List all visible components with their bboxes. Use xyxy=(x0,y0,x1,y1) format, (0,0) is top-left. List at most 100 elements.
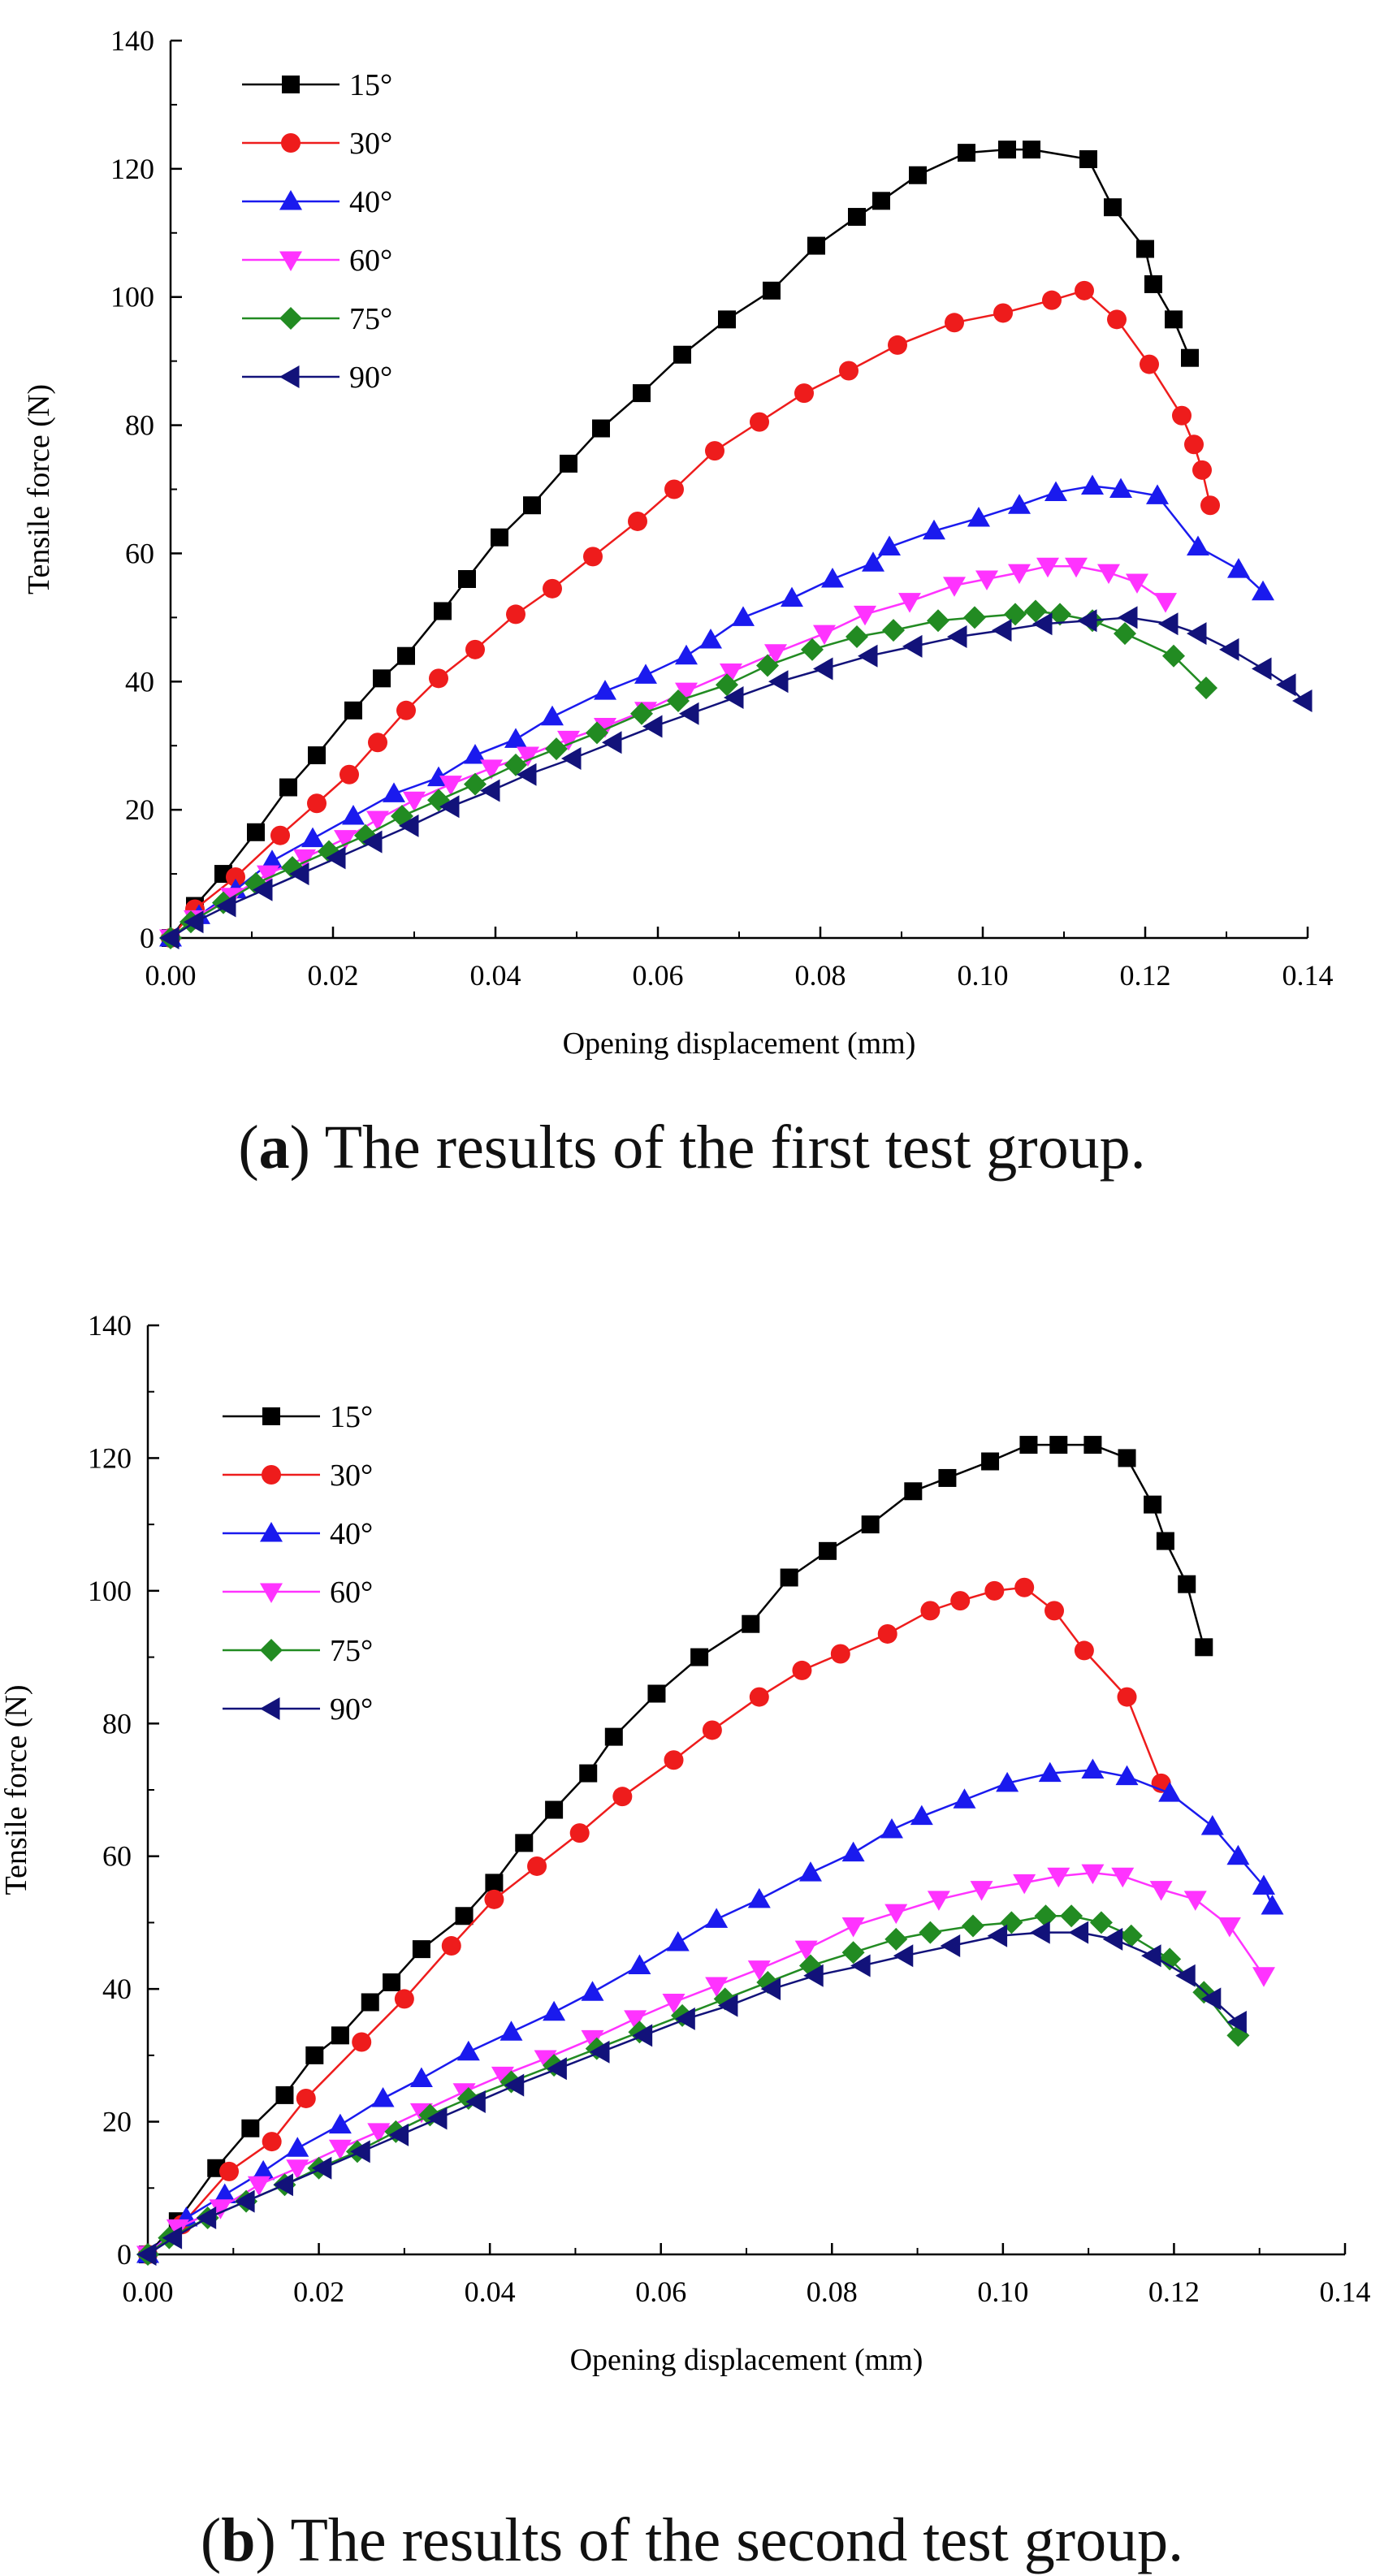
chart-b-data-point xyxy=(1111,1867,1135,1888)
chart-a-legend-label: 75° xyxy=(349,302,392,336)
chart-a-y-tick-label: 100 xyxy=(110,281,154,313)
chart-b-data-point xyxy=(1252,1967,1275,1987)
chart-b-data-point xyxy=(1117,1687,1137,1707)
chart-b-data-point xyxy=(1226,2024,1250,2047)
chart-b-data-point xyxy=(984,1580,1005,1601)
chart-b-data-point xyxy=(1156,1532,1174,1550)
chart-a-data-point xyxy=(667,689,690,712)
chart-b-data-point xyxy=(861,1515,880,1534)
chart-a-data-point xyxy=(794,383,814,404)
chart-a-data-point xyxy=(1036,557,1059,578)
chart-b-y-tick-label: 100 xyxy=(88,1575,132,1607)
chart-b-data-point xyxy=(581,1981,604,2001)
chart-a-data-point xyxy=(768,670,789,694)
chart-a-data-point xyxy=(1184,434,1204,455)
chart-a-data-point xyxy=(1181,348,1199,367)
caption-b-text: The results of the second test group. xyxy=(290,2506,1184,2574)
chart-b-data-point xyxy=(579,1764,598,1783)
chart-b-series-5 xyxy=(136,1921,1247,2266)
chart-b-data-point xyxy=(311,2156,332,2180)
chart-a-y-tick-label: 60 xyxy=(125,537,154,569)
chart-a-data-point xyxy=(340,764,359,784)
chart-a-data-point xyxy=(1032,612,1053,636)
chart-b-data-point xyxy=(1144,1495,1162,1514)
chart-a-legend-marker xyxy=(282,76,300,93)
chart-a-data-point xyxy=(945,313,964,333)
chart-a-data-point xyxy=(504,728,527,748)
chart-b-data-point xyxy=(780,1568,798,1587)
caption-a: (a) The results of the first test group. xyxy=(238,1113,1146,1182)
chart-a-data-point xyxy=(1158,612,1179,636)
chart-b-data-point xyxy=(409,2067,433,2087)
chart-b-data-point xyxy=(569,1823,590,1843)
chart-a-data-point xyxy=(807,236,825,255)
chart-a-data-point xyxy=(699,628,722,649)
chart-b-series-line xyxy=(147,1443,1205,2255)
chart-b-data-point xyxy=(664,1750,684,1770)
chart-b-series-1 xyxy=(138,1577,1171,2264)
chart-a-data-point xyxy=(716,673,738,697)
chart-a-data-point xyxy=(764,644,787,664)
chart-a-data-point xyxy=(464,744,487,764)
chart-b-data-point xyxy=(1049,1436,1068,1454)
chart-b-data-point xyxy=(352,2032,372,2052)
chart-a-data-point xyxy=(679,702,699,725)
chart-b-data-point xyxy=(527,1856,547,1876)
chart-b-data-point xyxy=(940,1934,961,1958)
chart-a-series-line xyxy=(170,485,1264,939)
chart-b-data-point xyxy=(919,1921,942,1944)
chart-a-data-point xyxy=(506,604,525,625)
chart-b-x-tick-label: 0.12 xyxy=(1148,2276,1200,2308)
chart-a-data-point xyxy=(541,705,564,726)
chart-a-data-point xyxy=(1023,140,1040,159)
chart-b-data-point xyxy=(456,2040,480,2061)
chart-a-data-point xyxy=(1075,280,1094,300)
chart-a-data-point xyxy=(480,759,503,780)
chart-b-data-point xyxy=(910,1804,933,1826)
chart-a-y-tick-label: 20 xyxy=(125,793,154,826)
chart-a-data-point xyxy=(1044,481,1067,501)
chart-b-data-point xyxy=(938,1468,957,1487)
chart-a-series-2 xyxy=(159,474,1274,947)
chart-a-legend-marker xyxy=(279,190,302,210)
chart-a-data-point xyxy=(1081,474,1104,495)
chart-a-data-point xyxy=(1192,460,1212,480)
chart-a-data-point xyxy=(1276,673,1296,697)
chart-a-data-point xyxy=(888,335,907,355)
chart-b-data-point xyxy=(1141,1944,1161,1968)
chart-a-data-point xyxy=(664,479,684,499)
chart-a-data-point xyxy=(261,849,283,870)
chart-a-data-point xyxy=(247,823,265,841)
chart-a-data-point xyxy=(301,827,324,848)
chart-b-data-point xyxy=(484,1889,504,1909)
chart-a-data-point xyxy=(560,454,577,473)
chart-b-data-point xyxy=(1019,1436,1038,1454)
chart-a-data-point xyxy=(545,737,568,761)
chart-a-data-point xyxy=(257,865,279,886)
chart-b-data-point xyxy=(286,2137,309,2157)
chart-a-legend-item: 30° xyxy=(242,127,392,161)
chart-a-data-point xyxy=(1227,558,1250,578)
chart-b-data-point xyxy=(690,1648,709,1666)
chart-a-data-point xyxy=(480,779,500,802)
chart-b-legend-label: 40° xyxy=(330,1517,373,1551)
chart-b-data-point xyxy=(1047,1867,1070,1888)
chart-a-data-point xyxy=(592,419,610,438)
chart-b-data-point xyxy=(675,2007,695,2030)
chart-b-data-point xyxy=(412,1940,430,1959)
chart-b-legend-item: 40° xyxy=(223,1517,373,1551)
chart-b-x-tick-label: 0.14 xyxy=(1320,2276,1371,2308)
chart-b-data-point xyxy=(296,2088,316,2108)
chart-a-data-point xyxy=(882,619,905,642)
chart-a-data-point xyxy=(399,814,419,837)
chart-b-data-point xyxy=(162,2226,183,2250)
chart-b-legend-item: 30° xyxy=(223,1459,373,1493)
chart-a-legend-label: 15° xyxy=(349,68,392,102)
chart-a-legend-marker xyxy=(279,365,300,388)
chart-a-data-point xyxy=(846,625,868,649)
chart-b-data-point xyxy=(1217,1917,1241,1938)
chart-b-data-point xyxy=(209,2199,232,2219)
caption-a-label: a xyxy=(258,1113,290,1182)
chart-a-legend-marker xyxy=(281,133,301,153)
chart-a-data-point xyxy=(675,682,698,703)
